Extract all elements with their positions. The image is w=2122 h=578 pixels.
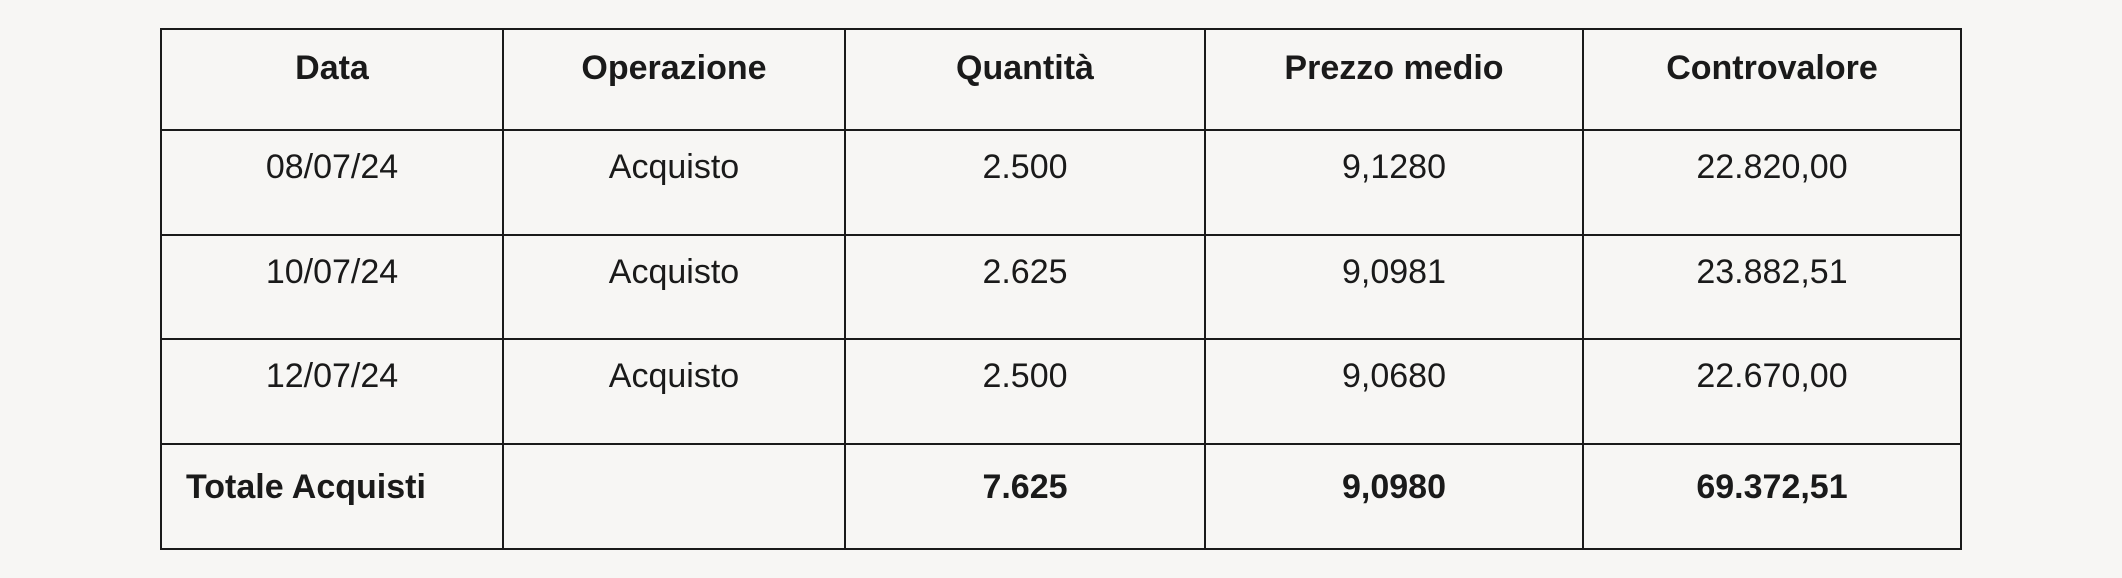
cell-data: 12/07/24 [161, 339, 503, 444]
col-quantita: Quantità [845, 29, 1205, 130]
acquisti-table: Data Operazione Quantità Prezzo medio Co… [160, 28, 1962, 550]
footer-operazione [503, 444, 845, 549]
table-row: 10/07/24 Acquisto 2.625 9,0981 23.882,51 [161, 235, 1961, 340]
footer-controvalore: 69.372,51 [1583, 444, 1961, 549]
cell-quantita: 2.500 [845, 130, 1205, 235]
cell-operazione: Acquisto [503, 130, 845, 235]
cell-controvalore: 22.670,00 [1583, 339, 1961, 444]
table-row: 12/07/24 Acquisto 2.500 9,0680 22.670,00 [161, 339, 1961, 444]
cell-data: 08/07/24 [161, 130, 503, 235]
cell-controvalore: 23.882,51 [1583, 235, 1961, 340]
table-container: Data Operazione Quantità Prezzo medio Co… [0, 0, 2122, 578]
cell-prezzo-medio: 9,1280 [1205, 130, 1583, 235]
cell-operazione: Acquisto [503, 235, 845, 340]
cell-prezzo-medio: 9,0981 [1205, 235, 1583, 340]
footer-quantita: 7.625 [845, 444, 1205, 549]
footer-label: Totale Acquisti [161, 444, 503, 549]
cell-operazione: Acquisto [503, 339, 845, 444]
table-row: 08/07/24 Acquisto 2.500 9,1280 22.820,00 [161, 130, 1961, 235]
cell-data: 10/07/24 [161, 235, 503, 340]
cell-quantita: 2.625 [845, 235, 1205, 340]
col-data: Data [161, 29, 503, 130]
col-prezzo-medio: Prezzo medio [1205, 29, 1583, 130]
cell-prezzo-medio: 9,0680 [1205, 339, 1583, 444]
cell-quantita: 2.500 [845, 339, 1205, 444]
cell-controvalore: 22.820,00 [1583, 130, 1961, 235]
footer-prezzo-medio: 9,0980 [1205, 444, 1583, 549]
col-operazione: Operazione [503, 29, 845, 130]
header-row: Data Operazione Quantità Prezzo medio Co… [161, 29, 1961, 130]
footer-row: Totale Acquisti 7.625 9,0980 69.372,51 [161, 444, 1961, 549]
col-controvalore: Controvalore [1583, 29, 1961, 130]
